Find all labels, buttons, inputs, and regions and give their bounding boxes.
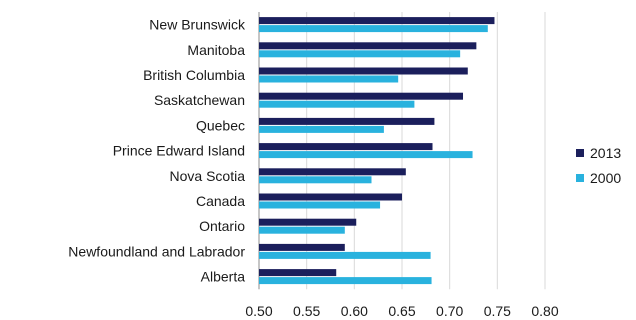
category-label: Saskatchewan [154, 92, 245, 108]
category-label: British Columbia [143, 67, 245, 83]
legend-swatch [576, 174, 584, 182]
bar-2013 [259, 17, 495, 25]
bar-2013 [259, 218, 357, 226]
legend-swatch [576, 149, 584, 157]
bar-2013 [259, 143, 433, 151]
bar-2000 [259, 176, 372, 184]
category-label: Prince Edward Island [113, 143, 245, 159]
category-labels: New Brunswick Manitoba British Columbia Sas… [68, 17, 246, 285]
bar-2000 [259, 100, 415, 108]
x-tick-label: 0.70 [436, 303, 463, 319]
bar-2000 [259, 201, 381, 209]
bar-2000 [259, 125, 384, 133]
bar-2000 [259, 277, 432, 285]
bar-2013 [259, 92, 464, 100]
x-tick-label: 0.50 [245, 303, 272, 319]
bar-2013 [259, 117, 435, 125]
legend: 2013 2000 [576, 145, 621, 186]
legend-label: 2000 [590, 170, 621, 186]
bar-2013 [259, 168, 406, 176]
category-label: New Brunswick [149, 17, 246, 33]
bar-2013 [259, 243, 345, 251]
category-label: Alberta [201, 269, 246, 285]
x-tick-label: 0.55 [293, 303, 320, 319]
x-tick-label: 0.75 [484, 303, 511, 319]
x-tick-labels: 0.50 0.55 0.60 0.65 0.70 0.75 0.80 [245, 303, 558, 319]
category-label: Quebec [196, 117, 245, 133]
bar-2013 [259, 42, 477, 50]
bar-2013 [259, 269, 337, 277]
legend-label: 2013 [590, 145, 621, 161]
x-tick-label: 0.65 [388, 303, 415, 319]
grid-lines [258, 12, 546, 290]
x-tick-label: 0.60 [341, 303, 368, 319]
category-label: Nova Scotia [170, 168, 246, 184]
category-label: Newfoundland and Labrador [68, 243, 245, 259]
bar-2000 [259, 50, 461, 58]
bar-2000 [259, 25, 488, 33]
category-label: Manitoba [187, 42, 245, 58]
bar-2000 [259, 226, 345, 234]
bar-2000 [259, 251, 431, 259]
bar-2013 [259, 193, 402, 201]
x-tick-label: 0.80 [531, 303, 558, 319]
bars [259, 17, 495, 285]
bar-2013 [259, 67, 468, 75]
bar-2000 [259, 75, 399, 83]
category-label: Ontario [199, 218, 245, 234]
category-label: Canada [196, 193, 245, 209]
bar-2000 [259, 151, 473, 159]
